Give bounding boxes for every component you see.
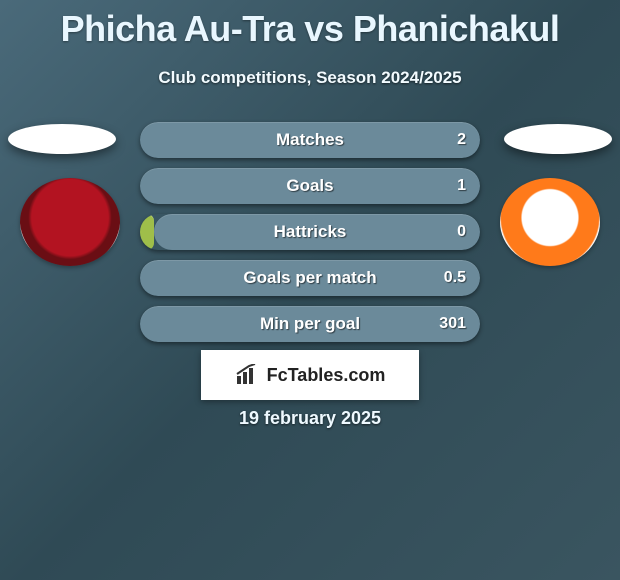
stat-row: Hattricks 0 [140, 214, 480, 250]
stat-fill-left [140, 214, 154, 250]
stat-bar [140, 260, 480, 296]
club-badge-left [20, 178, 120, 266]
stat-fill-right [140, 260, 480, 296]
stat-bar [140, 306, 480, 342]
player-avatar-left [8, 124, 116, 154]
stat-bar [140, 214, 480, 250]
date-label: 19 february 2025 [0, 408, 620, 429]
brand-text: FcTables.com [267, 365, 386, 386]
stat-fill-right [154, 214, 480, 250]
stats-chart: Matches 2 Goals 1 Hattricks 0 Goals per … [140, 122, 480, 352]
stat-bar [140, 168, 480, 204]
stat-row: Min per goal 301 [140, 306, 480, 342]
brand-badge[interactable]: FcTables.com [201, 350, 419, 400]
stat-fill-right [140, 306, 480, 342]
player-avatar-right [504, 124, 612, 154]
stat-row: Goals 1 [140, 168, 480, 204]
chart-icon [235, 364, 261, 386]
stat-row: Matches 2 [140, 122, 480, 158]
club-badge-right [500, 178, 600, 266]
stat-fill-right [140, 168, 480, 204]
stat-fill-right [140, 122, 480, 158]
page-subtitle: Club competitions, Season 2024/2025 [0, 68, 620, 88]
stat-row: Goals per match 0.5 [140, 260, 480, 296]
page-title: Phicha Au-Tra vs Phanichakul [0, 0, 620, 50]
stat-bar [140, 122, 480, 158]
